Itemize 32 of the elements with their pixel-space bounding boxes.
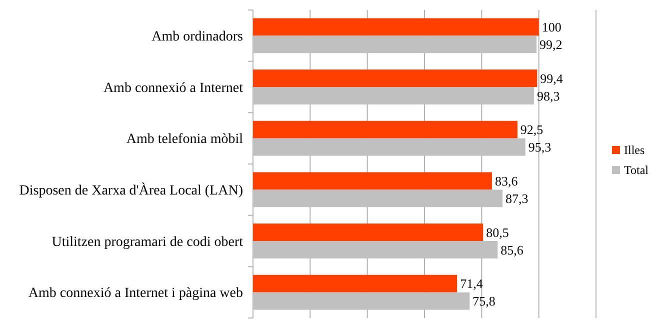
bar bbox=[253, 138, 526, 156]
bar bbox=[253, 172, 492, 190]
legend-label: Illes bbox=[624, 143, 645, 158]
data-label: 80,5 bbox=[486, 224, 509, 240]
data-label: 95,3 bbox=[528, 140, 552, 155]
y-tick-label: Amb ordinadors bbox=[152, 30, 243, 45]
bar bbox=[253, 18, 539, 36]
bar bbox=[253, 241, 498, 258]
data-label: 99,2 bbox=[540, 36, 562, 52]
data-label: 98,3 bbox=[536, 88, 560, 104]
bar bbox=[253, 120, 518, 138]
data-label: 71,4 bbox=[460, 276, 484, 292]
y-tick-label: Disposen de Xarxa d'Àrea Local (LAN) bbox=[19, 182, 244, 199]
bar bbox=[253, 274, 458, 292]
legend-label: Total bbox=[624, 163, 650, 178]
y-tick-label: Utilitzen programari de codi obert bbox=[52, 234, 244, 250]
data-label: 99,4 bbox=[540, 70, 564, 86]
bar bbox=[253, 87, 534, 104]
bar bbox=[253, 70, 538, 87]
bar bbox=[253, 292, 470, 310]
data-label: 87,3 bbox=[506, 190, 528, 206]
y-tick-label: Amb connexió a Internet bbox=[103, 80, 244, 96]
bar bbox=[253, 36, 537, 54]
data-label: 75,8 bbox=[472, 294, 496, 309]
data-label: 83,6 bbox=[494, 173, 518, 188]
y-tick-label: Amb connexió a Internet i pàgina web bbox=[28, 286, 243, 302]
bar bbox=[253, 224, 484, 241]
data-label: 85,6 bbox=[500, 242, 524, 258]
data-label: 100 bbox=[542, 19, 562, 34]
data-label: 92,5 bbox=[520, 122, 544, 138]
bar bbox=[253, 190, 503, 208]
y-tick-label: Amb telefonia mòbil bbox=[126, 132, 244, 148]
